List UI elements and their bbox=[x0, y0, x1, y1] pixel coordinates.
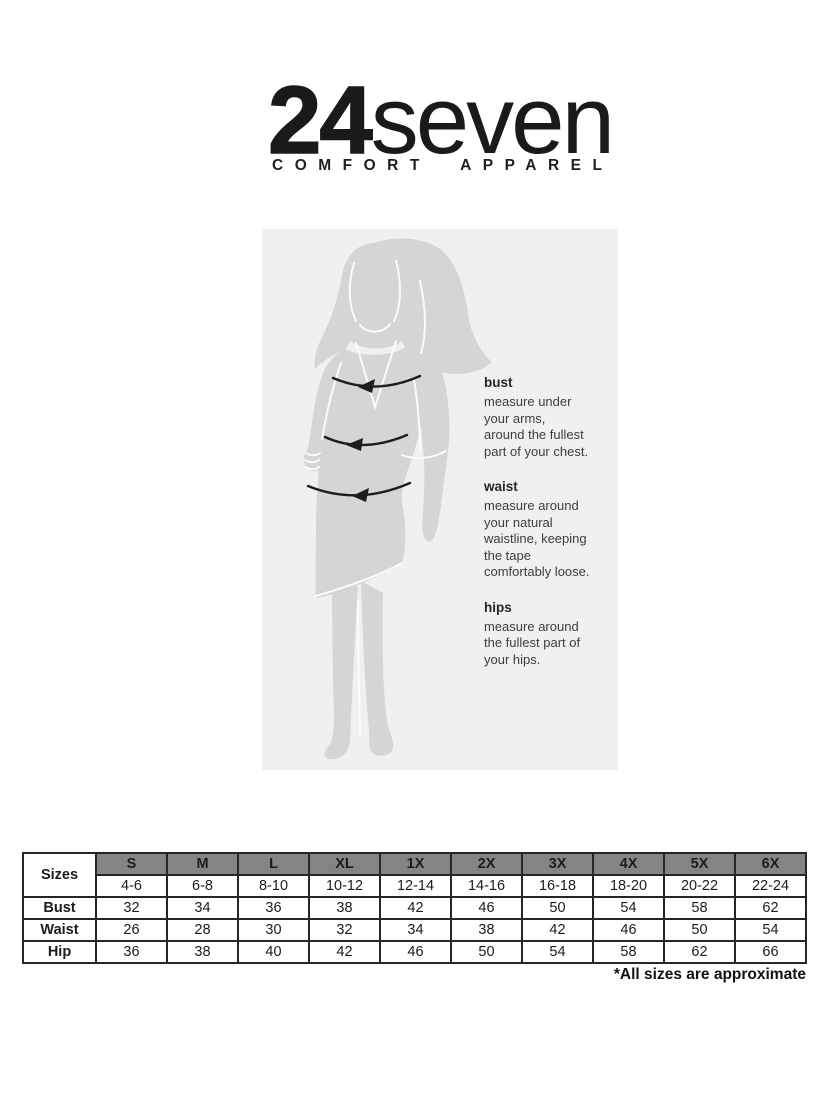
waist-value-cell: 34 bbox=[379, 918, 452, 942]
waist-arrowhead-icon bbox=[346, 438, 363, 451]
size-header-cell: 1X bbox=[379, 852, 452, 876]
guide-section-hips: hips measure around the fullest part of … bbox=[484, 600, 614, 669]
size-range-cell: 14-16 bbox=[450, 874, 523, 898]
size-range-cell: 18-20 bbox=[592, 874, 665, 898]
hip-value-cell: 62 bbox=[663, 940, 736, 964]
guide-section-bust: bust measure under your arms, around the… bbox=[484, 375, 614, 460]
waist-value-cell: 54 bbox=[734, 918, 807, 942]
hips-description: measure around the fullest part of your … bbox=[484, 618, 581, 667]
waist-description: measure around your natural waistline, k… bbox=[484, 498, 590, 579]
waist-value-cell: 42 bbox=[521, 918, 594, 942]
hip-value-cell: 50 bbox=[450, 940, 523, 964]
size-header-cell: 4X bbox=[592, 852, 665, 876]
hips-arrowhead-icon bbox=[352, 488, 369, 502]
measurement-instructions: bust measure under your arms, around the… bbox=[484, 375, 614, 687]
size-header-cell: S bbox=[95, 852, 168, 876]
brand-logo-wordmark: 24seven bbox=[267, 72, 615, 170]
bust-value-cell: 32 bbox=[95, 896, 168, 920]
size-range-cell: 6-8 bbox=[166, 874, 239, 898]
silhouette-legs bbox=[324, 574, 358, 760]
waist-value-cell: 26 bbox=[95, 918, 168, 942]
size-header-cell: L bbox=[237, 852, 310, 876]
sizes-approximate-note: *All sizes are approximate bbox=[613, 966, 806, 983]
bust-value-cell: 38 bbox=[308, 896, 381, 920]
size-range-cell: 12-14 bbox=[379, 874, 452, 898]
logo-24-text: 24 bbox=[267, 67, 373, 174]
silhouette-detail-lines bbox=[304, 260, 447, 735]
row-label-waist: Waist bbox=[22, 918, 97, 942]
hip-value-cell: 36 bbox=[95, 940, 168, 964]
row-label-hip: Hip bbox=[22, 940, 97, 964]
waist-measurement-arrow bbox=[323, 433, 409, 447]
bust-value-cell: 54 bbox=[592, 896, 665, 920]
bust-measurement-arrow bbox=[331, 374, 422, 388]
bust-arrowhead-icon bbox=[358, 379, 375, 393]
hip-value-cell: 58 bbox=[592, 940, 665, 964]
size-range-row: 4-6 6-8 8-10 10-12 12-14 14-16 16-18 18-… bbox=[23, 874, 807, 898]
bust-value-cell: 62 bbox=[734, 896, 807, 920]
measurement-arrows bbox=[306, 374, 422, 502]
bust-heading: bust bbox=[484, 375, 513, 390]
waist-value-cell: 50 bbox=[663, 918, 736, 942]
hip-value-cell: 46 bbox=[379, 940, 452, 964]
bust-description: measure under your arms, around the full… bbox=[484, 394, 589, 459]
size-range-cell: 8-10 bbox=[237, 874, 310, 898]
waist-heading: waist bbox=[484, 479, 518, 494]
bust-row: Bust 32 34 36 38 42 46 50 54 58 62 bbox=[22, 896, 807, 920]
size-header-cell: 3X bbox=[521, 852, 594, 876]
silhouette-legs bbox=[361, 581, 394, 756]
brand-tagline: COMFORT APPAREL bbox=[272, 157, 614, 174]
size-header-cell: 2X bbox=[450, 852, 523, 876]
brand-logo: 24seven COMFORT APPAREL bbox=[267, 72, 615, 175]
bust-value-cell: 58 bbox=[663, 896, 736, 920]
hip-row: Hip 36 38 40 42 46 50 54 58 62 66 bbox=[22, 940, 807, 964]
waist-value-cell: 38 bbox=[450, 918, 523, 942]
sizes-corner-header: Sizes bbox=[22, 852, 97, 898]
woman-silhouette-illustration bbox=[303, 238, 492, 760]
hip-value-cell: 38 bbox=[166, 940, 239, 964]
silhouette-hair bbox=[314, 238, 492, 374]
size-header-cell: M bbox=[166, 852, 239, 876]
size-range-cell: 10-12 bbox=[308, 874, 381, 898]
size-chart-table: Sizes S M L XL 1X 2X 3X 4X 5X 6X 4-6 6-8… bbox=[22, 852, 807, 964]
size-range-cell: 22-24 bbox=[734, 874, 807, 898]
size-range-cell: 4-6 bbox=[95, 874, 168, 898]
hip-value-cell: 66 bbox=[734, 940, 807, 964]
silhouette-torso bbox=[303, 347, 427, 598]
size-header-cell: XL bbox=[308, 852, 381, 876]
bust-value-cell: 36 bbox=[237, 896, 310, 920]
size-header-row: Sizes S M L XL 1X 2X 3X 4X 5X 6X bbox=[22, 852, 807, 898]
row-label-bust: Bust bbox=[22, 896, 97, 920]
waist-value-cell: 32 bbox=[308, 918, 381, 942]
bust-value-cell: 42 bbox=[379, 896, 452, 920]
waist-row: Waist 26 28 30 32 34 38 42 46 50 54 bbox=[22, 918, 807, 942]
bust-value-cell: 34 bbox=[166, 896, 239, 920]
hip-value-cell: 40 bbox=[237, 940, 310, 964]
measurement-guide-box: bust measure under your arms, around the… bbox=[262, 229, 618, 770]
waist-value-cell: 28 bbox=[166, 918, 239, 942]
guide-section-waist: waist measure around your natural waistl… bbox=[484, 479, 614, 581]
waist-value-cell: 46 bbox=[592, 918, 665, 942]
hips-heading: hips bbox=[484, 599, 512, 615]
hip-value-cell: 42 bbox=[308, 940, 381, 964]
hip-value-cell: 54 bbox=[521, 940, 594, 964]
size-header-cell: 5X bbox=[663, 852, 736, 876]
size-range-cell: 16-18 bbox=[521, 874, 594, 898]
waist-value-cell: 30 bbox=[237, 918, 310, 942]
bust-value-cell: 46 bbox=[450, 896, 523, 920]
size-range-cell: 20-22 bbox=[663, 874, 736, 898]
bust-value-cell: 50 bbox=[521, 896, 594, 920]
size-header-cell: 6X bbox=[734, 852, 807, 876]
logo-seven-text: seven bbox=[370, 67, 615, 174]
